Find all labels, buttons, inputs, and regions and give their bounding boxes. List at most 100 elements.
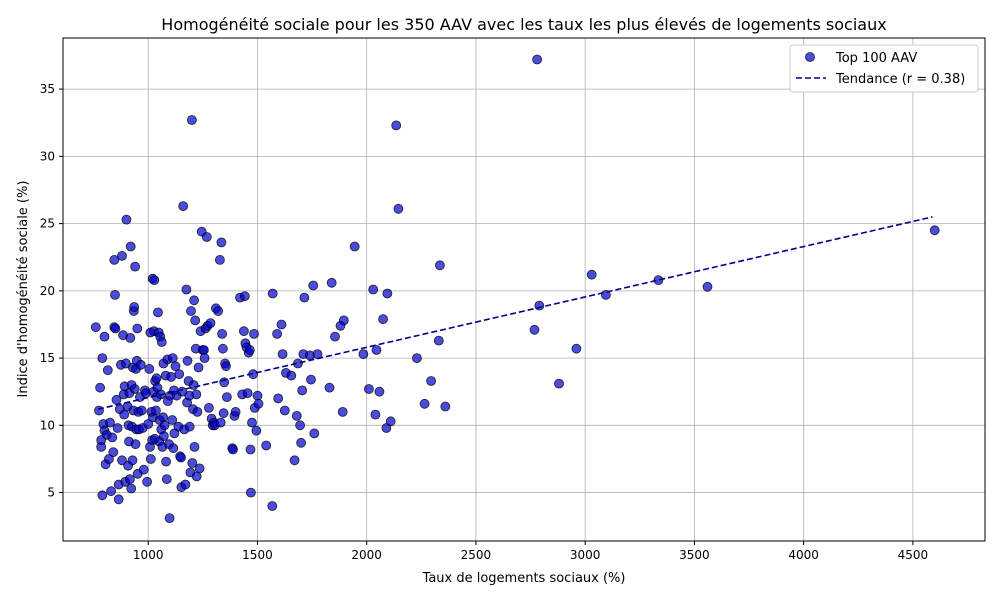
data-point [203, 402, 214, 413]
data-point [156, 337, 167, 347]
data-point [158, 431, 169, 442]
data-point [129, 302, 140, 312]
x-tick-label: 3500 [679, 548, 710, 562]
data-point [187, 458, 198, 468]
x-tick-label: 4000 [788, 548, 819, 562]
data-point [238, 326, 249, 337]
data-point [117, 455, 127, 466]
data-point [106, 486, 116, 497]
data-point [166, 371, 177, 382]
data-point [145, 454, 156, 464]
data-point [338, 315, 349, 326]
data-point [119, 409, 130, 420]
x-axis-ticks: 1000 1500 2000 2500 3000 3500 4000 4500 [133, 541, 928, 562]
data-point [108, 447, 119, 458]
data-point [371, 345, 382, 355]
data-point [121, 214, 132, 225]
data-point [180, 479, 191, 490]
data-point [279, 405, 290, 416]
data-point [217, 328, 228, 339]
data-point [554, 378, 564, 389]
trend-line [97, 216, 933, 410]
data-point [272, 328, 283, 339]
data-point [309, 428, 320, 439]
data-point [324, 382, 335, 393]
data-point [182, 355, 193, 366]
data-point [153, 307, 163, 318]
y-tick-label: 25 [40, 217, 55, 231]
data-point [247, 417, 257, 428]
data-point [306, 374, 316, 385]
y-axis-ticks: 5 10 15 20 25 30 35 [40, 82, 63, 500]
data-point [382, 288, 393, 299]
data-point [150, 405, 161, 416]
data-point [178, 201, 189, 212]
data-point [216, 237, 227, 248]
data-point [127, 455, 138, 466]
data-point [167, 415, 178, 425]
data-point [132, 323, 143, 334]
data-point [330, 331, 340, 342]
data-point [124, 474, 135, 485]
data-point [326, 277, 337, 288]
data-point [213, 306, 224, 316]
data-point [168, 443, 179, 454]
data-point [97, 353, 108, 364]
data-point [113, 494, 124, 505]
data-point [138, 464, 149, 475]
data-point [125, 241, 136, 252]
data-point [97, 490, 108, 501]
y-axis-label: Indice d'homogénéité sociale (%) [16, 181, 31, 398]
data-point [929, 225, 940, 236]
data-point [99, 331, 110, 342]
data-point [378, 314, 389, 325]
data-point [252, 390, 263, 401]
data-point [158, 412, 169, 423]
data-point [218, 408, 229, 419]
data-point [151, 373, 162, 384]
data-point [94, 405, 104, 416]
data-point [291, 410, 302, 421]
y-tick-label: 35 [40, 82, 55, 96]
data-point [297, 385, 308, 396]
data-point [110, 323, 121, 334]
y-tick-label: 5 [47, 486, 55, 500]
data-point [129, 384, 140, 394]
data-point [215, 417, 226, 428]
data-point [308, 280, 319, 291]
data-point [191, 389, 202, 400]
data-point [161, 456, 172, 467]
data-point [411, 353, 422, 364]
data-point [221, 392, 232, 403]
data-point [702, 281, 713, 292]
legend-label-scatter: Top 100 AAV [835, 51, 917, 66]
data-point [186, 115, 197, 125]
data-point [109, 254, 120, 265]
data-point [198, 345, 209, 355]
data-point [370, 409, 381, 420]
data-point [135, 359, 146, 370]
data-point [95, 382, 105, 393]
data-point [144, 363, 155, 374]
data-point [245, 444, 256, 455]
data-point [532, 54, 542, 65]
data-point [286, 370, 297, 381]
data-point [267, 501, 278, 511]
data-point [267, 288, 278, 299]
data-point [245, 487, 256, 498]
data-point [181, 284, 192, 295]
grid-lines [63, 38, 985, 541]
data-point [214, 254, 225, 265]
data-point [192, 406, 203, 417]
data-point [440, 401, 451, 412]
legend-label-trend: Tendance (r = 0.38) [835, 72, 965, 87]
data-point [261, 440, 272, 451]
data-point [194, 463, 205, 474]
data-point [433, 335, 444, 346]
data-point [190, 315, 201, 326]
scatter-points [90, 54, 940, 523]
data-point [176, 452, 186, 463]
data-point [143, 419, 154, 429]
data-point [230, 406, 241, 417]
